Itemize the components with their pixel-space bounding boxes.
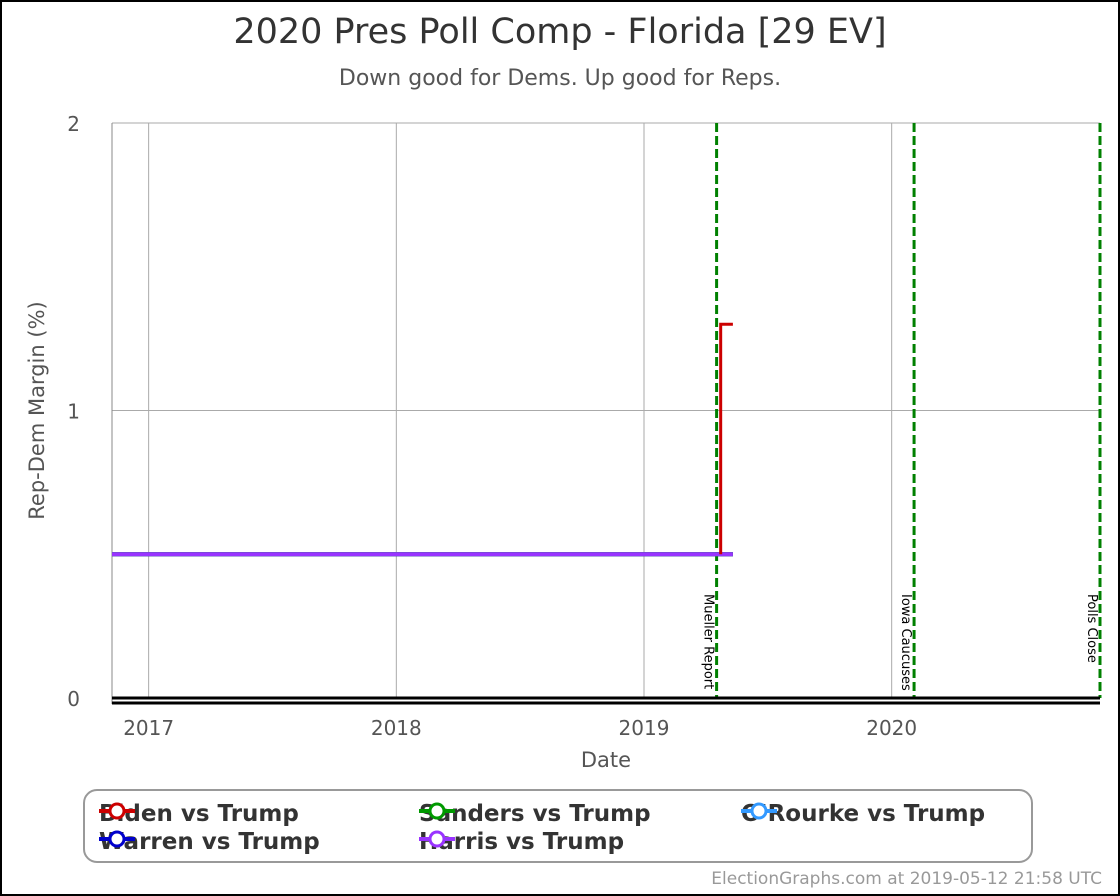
- legend-swatch-biden: [99, 802, 135, 820]
- series-line-0: [719, 322, 733, 555]
- x-tick-label-3: 2020: [866, 716, 917, 740]
- credit-text: ElectionGraphs.com at 2019-05-12 21:58 U…: [711, 869, 1102, 889]
- legend-item-biden[interactable]: Biden vs Trump: [99, 801, 299, 827]
- legend-label-warren: Warren vs Trump: [99, 829, 320, 855]
- legend-swatch-harris: [419, 830, 455, 848]
- x-axis-title: Date: [581, 748, 631, 772]
- legend-swatch-warren: [99, 830, 135, 848]
- legend-label-sanders: Sanders vs Trump: [419, 801, 651, 827]
- y-tick-label-2: 2: [67, 112, 80, 136]
- y-tick-label-0: 0: [67, 687, 80, 711]
- event-label-2: Polls Close: [1084, 594, 1099, 663]
- chart-title: 2020 Pres Poll Comp - Florida [29 EV]: [233, 12, 887, 52]
- legend-label-orourke: O'Rourke vs Trump: [741, 801, 986, 827]
- event-label-0: Mueller Report: [701, 594, 716, 689]
- legend-swatch-sanders: [419, 802, 455, 820]
- x-tick-label-2: 2019: [619, 716, 670, 740]
- legend-item-warren[interactable]: Warren vs Trump: [99, 829, 320, 855]
- legend-item-harris[interactable]: Harris vs Trump: [419, 829, 624, 855]
- legend-swatch-orourke: [741, 802, 777, 820]
- x-tick-label-0: 2017: [123, 716, 174, 740]
- legend-item-orourke[interactable]: O'Rourke vs Trump: [741, 801, 985, 827]
- legend-label-harris: Harris vs Trump: [419, 829, 625, 855]
- x-tick-label-1: 2018: [371, 716, 422, 740]
- legend-item-sanders[interactable]: Sanders vs Trump: [419, 801, 651, 827]
- legend-label-biden: Biden vs Trump: [99, 801, 299, 827]
- legend: Biden vs Trump Sanders vs Trump O'Rourke…: [83, 789, 1033, 863]
- y-axis-title: Rep-Dem Margin (%): [25, 301, 49, 519]
- event-label-1: Iowa Caucuses: [898, 594, 913, 691]
- y-tick-label-1: 1: [67, 400, 80, 424]
- chart-subtitle: Down good for Dems. Up good for Reps.: [338, 66, 782, 91]
